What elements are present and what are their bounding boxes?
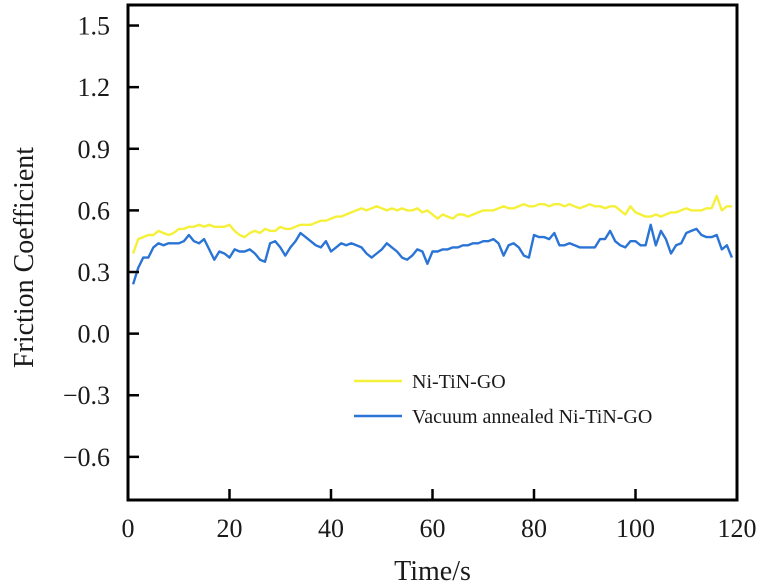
y-tick-label: 1.5 — [78, 12, 111, 41]
legend-label-ni-tin-go: Ni-TiN-GO — [412, 371, 506, 393]
y-tick-label: 0.3 — [78, 258, 111, 287]
legend-label-vacuum-annealed: Vacuum annealed Ni-TiN-GO — [412, 406, 652, 428]
x-tick-label: 80 — [521, 514, 547, 543]
y-tick-label: 0.0 — [78, 320, 111, 349]
x-tick-label: 100 — [616, 514, 655, 543]
legend: Ni-TiN-GO Vacuum annealed Ni-TiN-GO — [354, 371, 652, 428]
y-tick-label: 1.2 — [78, 73, 111, 102]
y-axis-title: Friction Coefficient — [9, 147, 40, 368]
ticks: 0 20 40 60 80 100 120 1.5 1.2 0.9 0.6 0.3 0.0 −0.3 −0.… — [63, 12, 757, 543]
x-axis-title: Time/s — [394, 556, 471, 584]
y-tick-label: 0.9 — [78, 135, 111, 164]
series-line-0 — [131, 194, 732, 254]
x-tick-label: 0 — [122, 514, 135, 543]
series-line-1 — [131, 223, 734, 285]
y-tick-label: −0.6 — [63, 443, 110, 472]
y-tick-label: 0.6 — [78, 196, 111, 225]
y-tick-label: −0.3 — [63, 381, 110, 410]
plot-lines — [131, 194, 734, 285]
x-tick-label: 20 — [217, 514, 243, 543]
x-tick-label: 40 — [318, 514, 344, 543]
x-tick-label: 60 — [420, 514, 446, 543]
x-tick-label: 120 — [718, 514, 757, 543]
